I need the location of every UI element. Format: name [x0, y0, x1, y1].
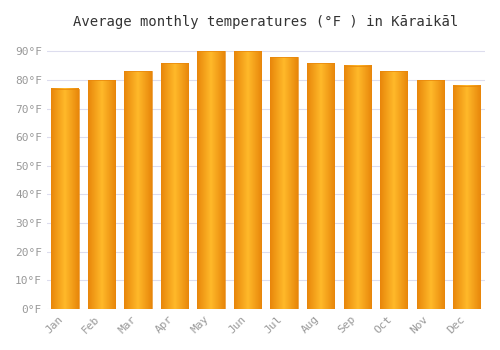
- Bar: [161, 63, 188, 309]
- Bar: [52, 89, 79, 309]
- Bar: [307, 63, 334, 309]
- Bar: [416, 80, 444, 309]
- Bar: [453, 86, 480, 309]
- Bar: [270, 57, 298, 309]
- Bar: [88, 80, 116, 309]
- Bar: [198, 51, 225, 309]
- Bar: [234, 51, 262, 309]
- Bar: [344, 66, 371, 309]
- Bar: [380, 71, 407, 309]
- Bar: [124, 71, 152, 309]
- Title: Average monthly temperatures (°F ) in Kāraikāl: Average monthly temperatures (°F ) in Kā…: [74, 15, 458, 29]
